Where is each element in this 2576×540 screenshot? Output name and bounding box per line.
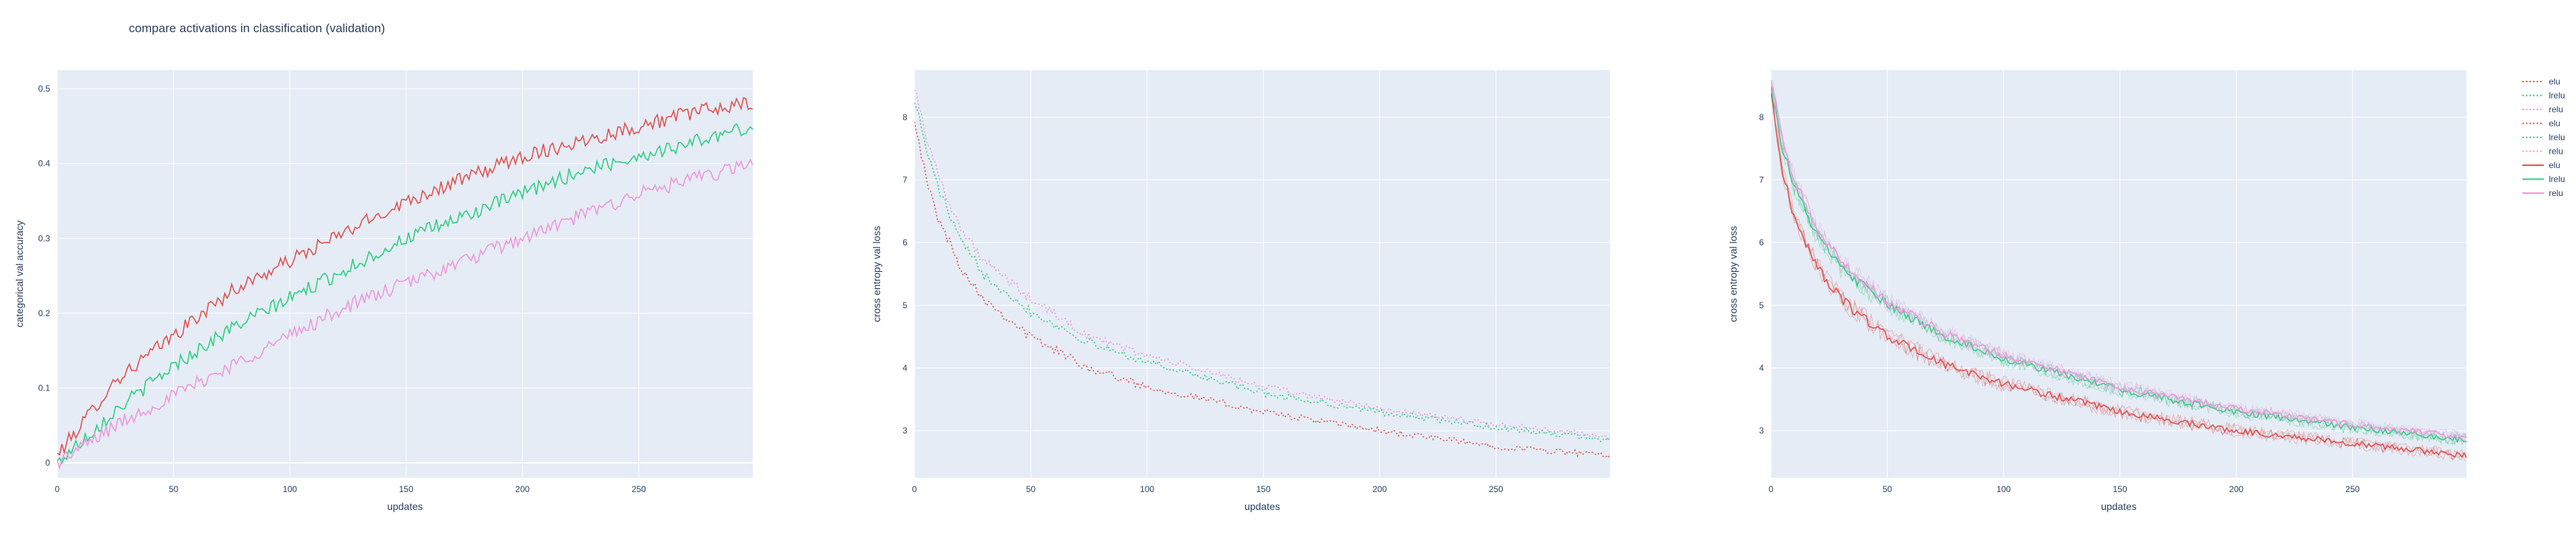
x-axis-title: updates: [1244, 501, 1280, 512]
legend-label-lrelu[interactable]: lrelu: [2549, 132, 2565, 142]
chart-panel-2: 0 50 100 150 200 250 3 4 5 6 7 8 updates cross entrop…: [871, 70, 1610, 512]
y-axis-title: categorical val accuracy: [14, 220, 25, 327]
y-tick-label: 0.4: [38, 159, 50, 169]
x-axis-title: updates: [2101, 501, 2137, 512]
legend-label-elu[interactable]: elu: [2549, 119, 2560, 129]
x-tick-label: 50: [1026, 484, 1036, 494]
x-tick-label: 100: [1140, 484, 1154, 494]
y-tick-label: 0: [45, 458, 50, 468]
legend-label-relu[interactable]: relu: [2549, 147, 2563, 157]
series-line-relu: [1771, 79, 2467, 440]
y-axis-title: cross entropy val loss: [1727, 226, 1739, 323]
series-band-elu: [1771, 93, 2467, 462]
legend-label-relu[interactable]: relu: [2549, 188, 2563, 198]
chart-panel-3: 0 50 100 150 200 250 3 4 5 6 7 8 updates cross entrop…: [1727, 70, 2467, 512]
series-group: [57, 97, 753, 471]
x-tick-label: 50: [169, 484, 179, 494]
legend-label-lrelu[interactable]: lrelu: [2549, 175, 2565, 185]
series-group: [1771, 79, 2467, 462]
y-tick-label: 5: [902, 300, 907, 310]
y-tick-label: 4: [1759, 363, 1764, 373]
legend-label-elu[interactable]: elu: [2549, 77, 2560, 87]
series-band-elu: [1771, 93, 2467, 461]
y-tick-label: 6: [1759, 237, 1764, 247]
x-tick-label: 50: [1883, 484, 1893, 494]
x-tick-label: 200: [515, 484, 530, 494]
plot-area: [57, 70, 753, 478]
x-tick-label: 0: [1769, 484, 1774, 494]
series-line-elu: [1771, 92, 2467, 458]
x-tick-label: 150: [399, 484, 414, 494]
y-tick-label: 4: [902, 363, 907, 373]
x-tick-label: 250: [632, 484, 646, 494]
series-line-relu: [914, 89, 1610, 440]
y-tick-label: 6: [902, 237, 907, 247]
y-tick-label: 3: [1759, 426, 1764, 436]
x-tick-label: 200: [1372, 484, 1387, 494]
series-line-elu: [57, 97, 753, 456]
y-tick-label: 0.2: [38, 308, 50, 318]
y-tick-label: 7: [902, 175, 907, 185]
y-tick-label: 8: [1759, 112, 1764, 122]
y-tick-label: 0.3: [38, 233, 50, 243]
plot-area: [1771, 70, 2467, 478]
figure-title: compare activations in classification (v…: [129, 21, 386, 35]
x-tick-label: 250: [1489, 484, 1503, 494]
x-tick-label: 250: [2346, 484, 2360, 494]
legend-label-elu[interactable]: elu: [2549, 160, 2560, 170]
chart-panel-1: 0 50 100 150 200 250 0 0.1 0.2 0.3 0.4 0.5 updates ca…: [14, 70, 753, 512]
x-tick-label: 150: [1257, 484, 1271, 494]
legend: elu lrelu relu elu lrelu relu elu lrelu relu: [2522, 77, 2565, 198]
y-tick-label: 0.1: [38, 383, 50, 393]
y-tick-label: 7: [1759, 175, 1764, 185]
series-band-relu: [1771, 79, 2467, 443]
x-tick-label: 200: [2229, 484, 2243, 494]
y-tick-label: 8: [902, 112, 907, 122]
y-tick-label: 5: [1759, 300, 1764, 310]
x-tick-label: 100: [1996, 484, 2011, 494]
x-tick-label: 100: [283, 484, 297, 494]
legend-label-lrelu[interactable]: lrelu: [2549, 91, 2565, 101]
x-tick-label: 150: [2113, 484, 2127, 494]
y-tick-label: 0.5: [38, 84, 50, 94]
x-tick-label: 0: [55, 484, 60, 494]
series-group: [914, 89, 1610, 458]
x-axis-title: updates: [387, 501, 423, 512]
series-line-relu: [57, 158, 753, 471]
plot-area: [914, 70, 1610, 478]
series-line-lrelu: [57, 122, 753, 465]
series-band-relu: [1771, 79, 2467, 441]
y-tick-label: 3: [902, 426, 907, 436]
y-axis-title: cross entropy val loss: [871, 226, 882, 323]
series-band-lrelu: [1771, 86, 2467, 446]
x-tick-label: 0: [912, 484, 917, 494]
series-line-lrelu: [914, 102, 1610, 443]
legend-label-relu[interactable]: relu: [2549, 104, 2563, 114]
